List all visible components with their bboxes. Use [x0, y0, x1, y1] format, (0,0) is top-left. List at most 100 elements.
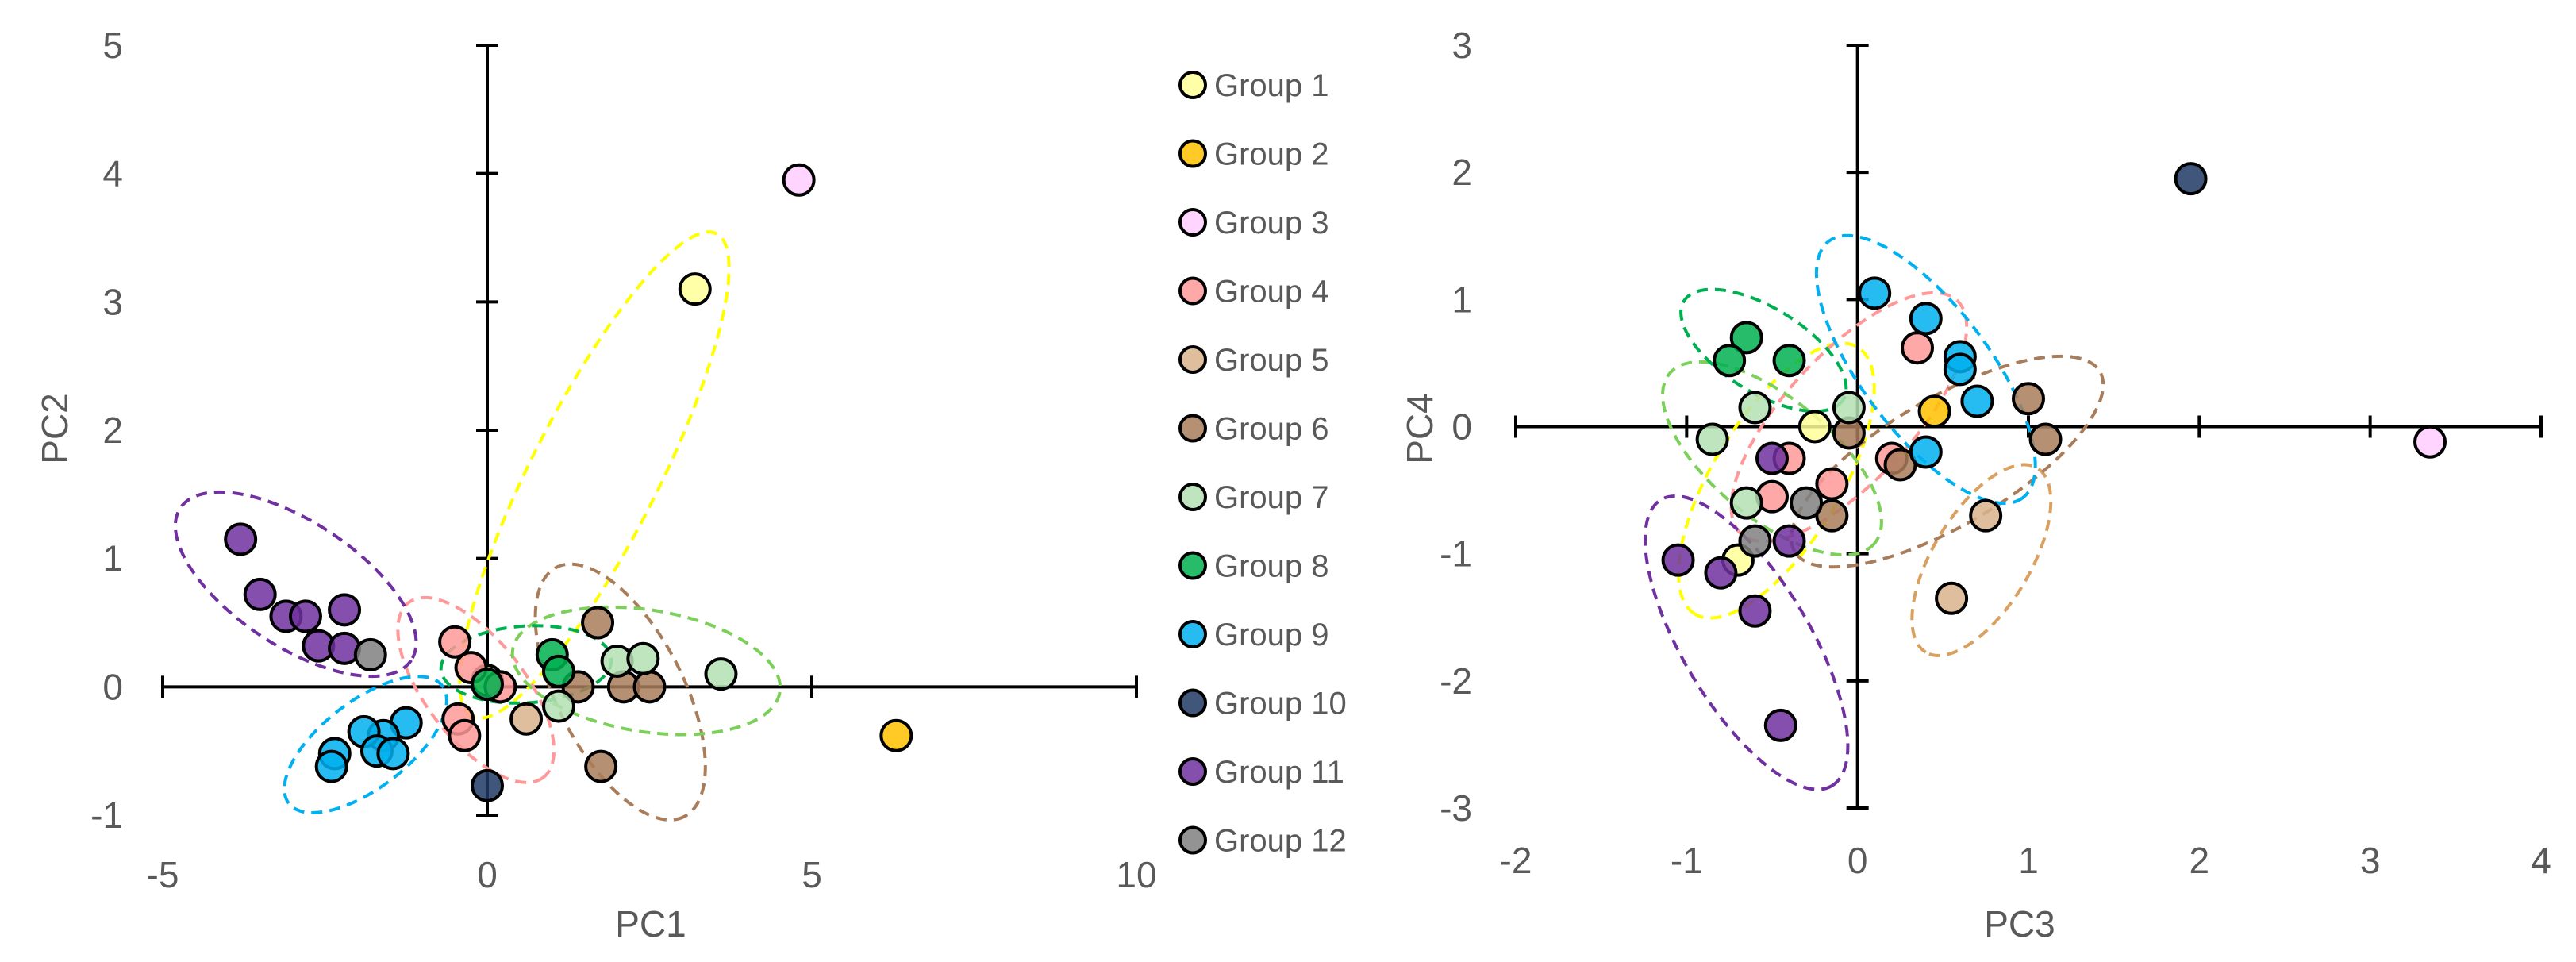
data-point [224, 522, 258, 556]
data-point [584, 749, 618, 783]
y-tick-label: 2 [1451, 152, 1472, 193]
x-axis-title: PC3 [1984, 903, 2055, 945]
legend-marker [1178, 620, 1207, 648]
x-tick-label: 1 [2018, 840, 2039, 881]
data-point [1917, 394, 1951, 429]
x-tick-label: 0 [1847, 840, 1868, 881]
y-tick-label: 0 [1451, 406, 1472, 448]
data-point [438, 625, 472, 659]
data-point [1960, 384, 1994, 418]
data-point [1790, 486, 1824, 520]
y-tick-label: 4 [102, 153, 123, 194]
y-tick-label: 3 [1451, 25, 1472, 66]
data-point [1661, 543, 1695, 577]
data-point [2413, 425, 2447, 459]
y-tick-label: 1 [102, 538, 123, 579]
data-point [376, 737, 410, 771]
x-tick-label: 5 [802, 854, 822, 895]
group-ellipse [1910, 463, 2053, 657]
y-axis-title: PC2 [34, 393, 75, 464]
x-tick-label: -1 [1671, 840, 1703, 881]
data-point [509, 702, 544, 736]
data-point [1763, 708, 1797, 742]
legend-label: Group 1 [1214, 68, 1329, 103]
legend-marker [1178, 139, 1207, 168]
data-point [243, 577, 277, 611]
legend-marker [1178, 551, 1207, 580]
data-point [448, 718, 482, 752]
y-tick-label: -1 [90, 795, 123, 836]
data-point [1969, 498, 2003, 533]
y-tick-label: -1 [1440, 533, 1472, 575]
legend-marker [1178, 71, 1207, 99]
data-point [1738, 391, 1772, 425]
data-point [314, 749, 348, 783]
x-tick-label: -5 [147, 854, 179, 895]
x-tick-label: -2 [1500, 840, 1532, 881]
y-axis-title: PC4 [1399, 393, 1440, 464]
data-point [1935, 581, 1969, 615]
data-point [2012, 382, 2045, 416]
data-point [1738, 594, 1772, 628]
data-point [782, 163, 816, 197]
y-tick-label: 1 [1451, 279, 1472, 320]
legend-label: Group 6 [1214, 412, 1329, 447]
y-tick-label: 0 [102, 666, 123, 707]
data-point [1704, 556, 1738, 590]
data-point [704, 657, 738, 691]
x-tick-label: 4 [2531, 840, 2551, 881]
data-point [1815, 467, 1849, 501]
legend-label: Group 4 [1214, 275, 1329, 310]
data-point [541, 689, 575, 723]
x-tick-label: 10 [1116, 854, 1156, 895]
x-tick-label: 3 [2360, 840, 2381, 881]
legend-label: Group 7 [1214, 480, 1329, 515]
group-ellipse [1677, 341, 1876, 620]
y-tick-label: -3 [1440, 787, 1472, 829]
data-point [1772, 344, 1806, 378]
data-point [678, 272, 712, 306]
legend-label: Group 8 [1214, 549, 1329, 584]
data-point [1729, 486, 1763, 520]
legend-marker [1178, 276, 1207, 306]
legend-label: Group 2 [1214, 137, 1329, 172]
data-point [471, 668, 504, 702]
group-ellipse [173, 490, 418, 679]
data-point [2174, 162, 2208, 196]
data-point [1713, 344, 1747, 378]
legend-label: Group 11 [1214, 755, 1344, 790]
y-tick-label: 5 [102, 25, 123, 66]
legend-label: Group 5 [1214, 343, 1329, 378]
legend-marker [1178, 825, 1207, 855]
data-point [353, 637, 387, 671]
legend-marker [1178, 208, 1207, 237]
data-point [1729, 321, 1763, 355]
legend-label: Group 10 [1214, 687, 1347, 722]
data-point [1772, 524, 1806, 558]
data-point [879, 718, 913, 752]
pc3-pc4-scatter-chart: PC3 PC4 -2 -1 0 1 2 3 4 -3 -2 -1 0 1 2 3 [1399, 25, 2551, 945]
legend-marker [1178, 345, 1207, 374]
y-tick-label: -2 [1440, 660, 1472, 702]
legend-marker [1178, 688, 1207, 718]
data-point [1832, 391, 1866, 425]
data-point [1901, 331, 1935, 365]
data-point [1943, 352, 1977, 387]
legend-marker [1178, 757, 1207, 786]
group-ellipse [1643, 494, 1850, 791]
group-ellipse [1814, 233, 2037, 506]
data-point [632, 670, 667, 704]
data-point [1695, 422, 1729, 456]
data-point [471, 768, 504, 802]
data-point [1755, 441, 1789, 475]
group-ellipse [510, 605, 782, 737]
data-point [1909, 302, 1943, 336]
legend: Group 1 Group 2 Group 3 Group 4 Group 5 Group… [1178, 68, 1347, 859]
legend-label: Group 9 [1214, 618, 1329, 652]
data-point [1858, 276, 1892, 310]
data-point [328, 593, 362, 627]
legend-label: Group 12 [1214, 824, 1347, 859]
legend-label: Group 3 [1214, 206, 1329, 240]
